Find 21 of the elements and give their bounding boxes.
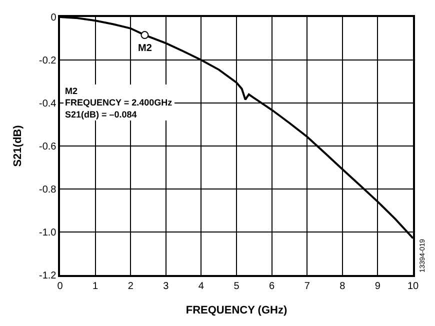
annotation: M2 FREQUENCY = 2.400GHz S21(dB) = –0.084 [65, 86, 173, 120]
y-tick-label: 0 [50, 12, 57, 24]
y-tick-label: -0.2 [39, 56, 57, 66]
y-tick-label: -0.4 [39, 98, 57, 110]
x-axis-title: FREQUENCY (GHz) [186, 304, 288, 316]
y-tick-label: -1.2 [39, 270, 57, 282]
y-tick-label: -0.8 [39, 184, 57, 196]
annotation: M2 [138, 43, 152, 54]
x-tick-label: 9 [374, 280, 381, 292]
x-tick-label: 10 [407, 280, 419, 292]
x-tick-label: 1 [92, 280, 99, 292]
x-tick-label: 7 [304, 280, 310, 292]
y-tick-label: -1.0 [39, 228, 57, 238]
x-tick-label: 6 [269, 280, 276, 292]
y-tick-label: -0.6 [39, 142, 57, 152]
x-tick-label: 4 [198, 280, 204, 292]
x-tick-label: 2 [128, 280, 134, 292]
y-axis-title: S21(dB) [12, 124, 24, 167]
x-tick-label: 8 [340, 280, 346, 292]
x-tick-label: 5 [234, 280, 240, 292]
x-tick-label: 3 [163, 280, 170, 292]
